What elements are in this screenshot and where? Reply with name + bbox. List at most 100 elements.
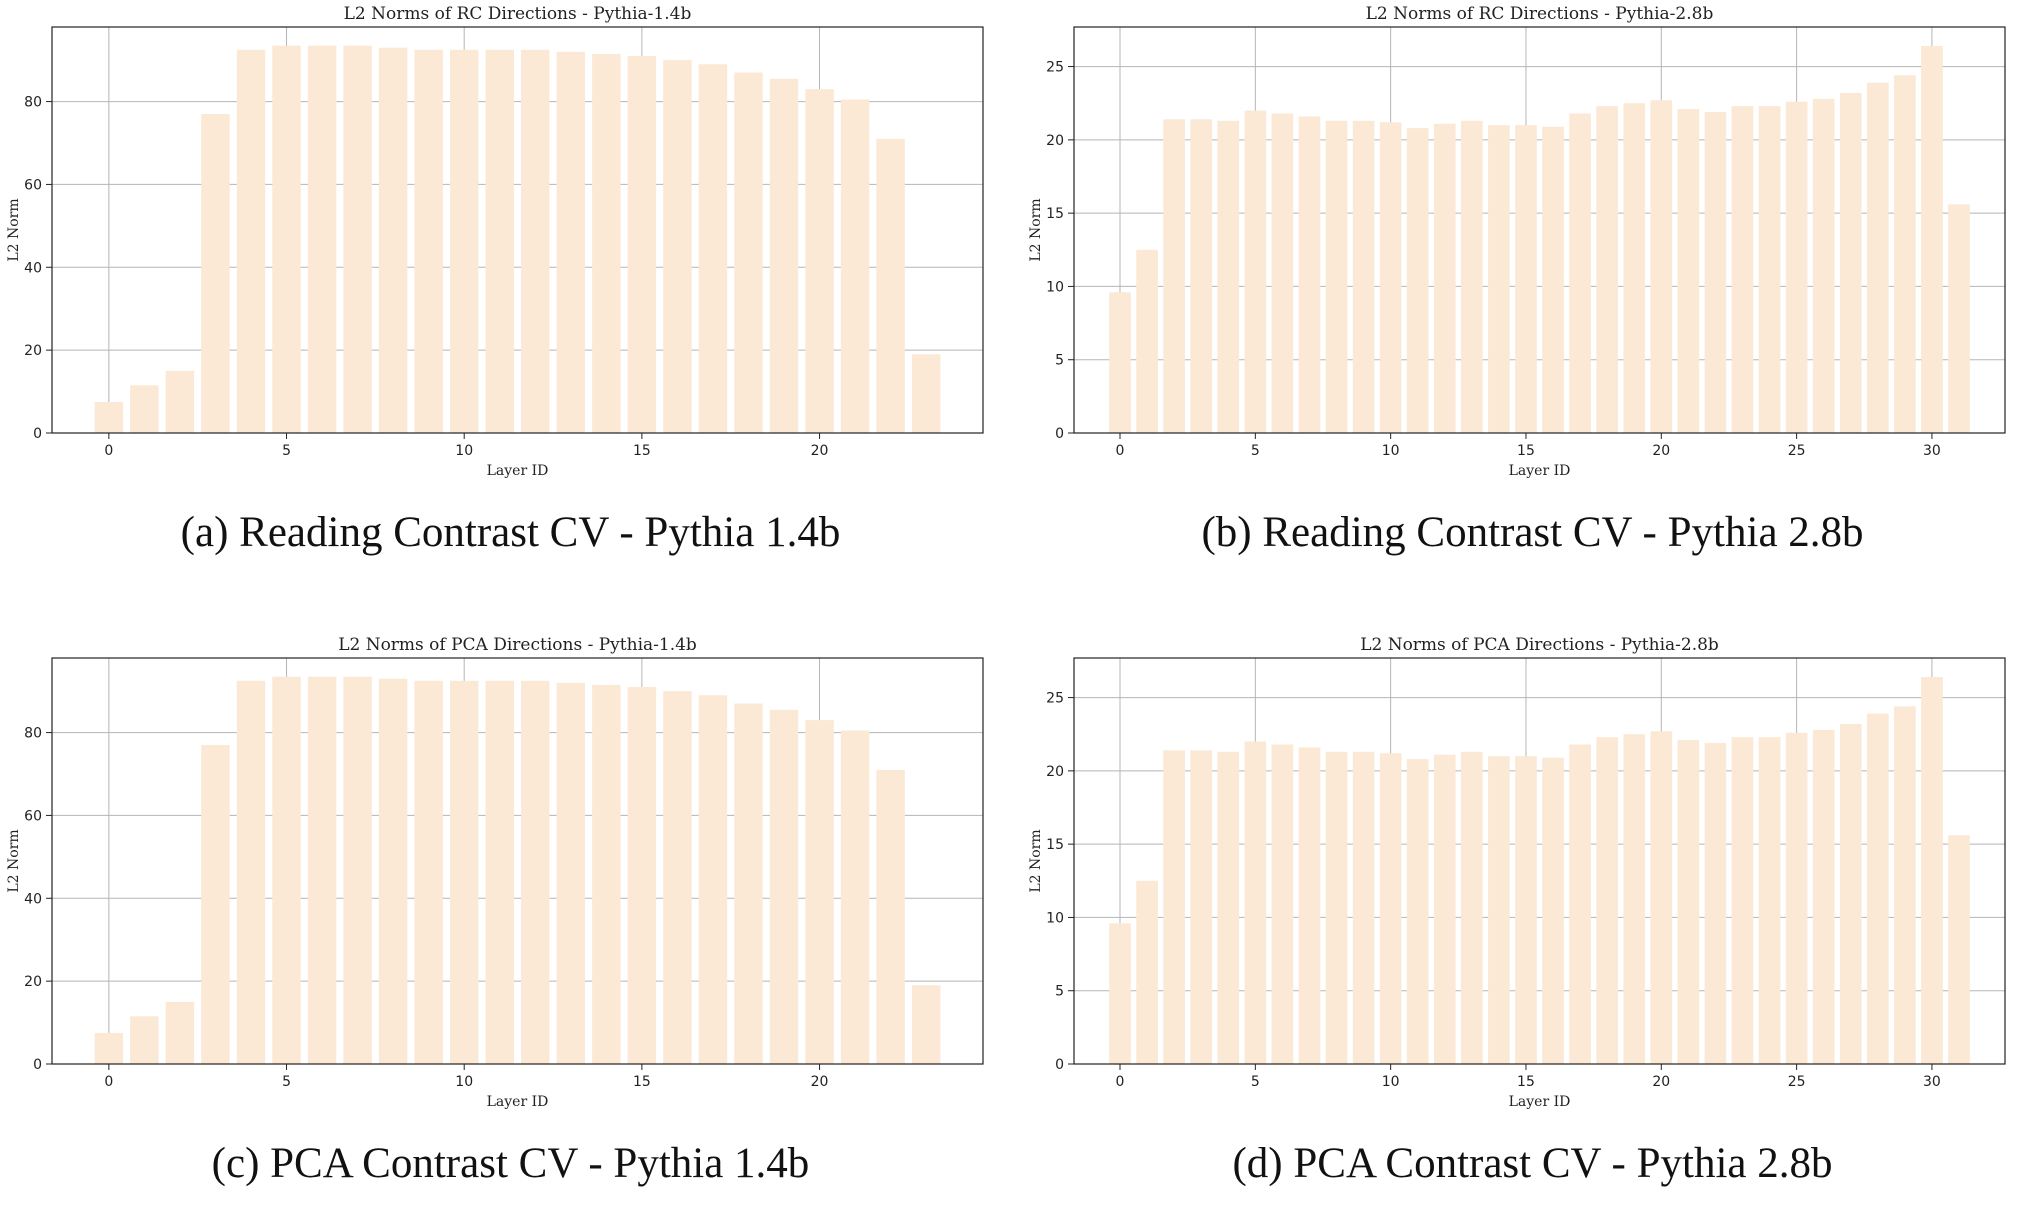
bar (94, 1032, 124, 1064)
bar (1866, 82, 1889, 434)
x-tick-label: 5 (1251, 443, 1260, 459)
bar (201, 114, 230, 433)
bar (1461, 751, 1483, 1064)
bar (698, 64, 728, 434)
panel-d: 0 5 10 15 20 25 30 0 5 10 15 20 25 L2 Norms of PCA Di… (1022, 631, 2043, 1228)
chart-title: L2 Norms of PCA Directions - Pythia-2.8b (1360, 635, 1719, 655)
bar (130, 1016, 159, 1064)
bar (1650, 100, 1673, 433)
bar (734, 72, 763, 434)
y-axis-label: L2 Norm (1028, 829, 1044, 892)
x-tick-label: 20 (811, 1074, 829, 1090)
bar (1785, 732, 1808, 1064)
bar (1542, 757, 1564, 1064)
bar (1921, 46, 1943, 434)
y-tick-label: 25 (1046, 691, 1064, 707)
bar (1542, 126, 1564, 433)
bar (449, 680, 479, 1064)
bar (1298, 116, 1321, 433)
x-tick-label: 30 (1923, 1074, 1941, 1090)
bar (840, 99, 870, 433)
bar (1596, 106, 1618, 434)
bar (1569, 113, 1591, 433)
bar (1109, 292, 1131, 433)
y-tick-label: 0 (33, 1057, 42, 1073)
bar (1433, 123, 1456, 434)
plot-frame (51, 26, 984, 434)
caption-d: (d) PCA Contrast CV - Pythia 2.8b (1232, 1140, 1833, 1187)
bar (1325, 751, 1348, 1064)
bar (94, 401, 124, 433)
y-tick-label: 15 (1046, 206, 1064, 222)
bar (130, 385, 159, 433)
y-tick-label: 20 (1046, 764, 1064, 780)
chart-c: 0 5 10 15 20 0 20 40 60 80 L2 Norms of PCA Directi… (6, 635, 984, 1110)
bar (1217, 120, 1240, 433)
chart-d: 0 5 10 15 20 25 30 0 5 10 15 20 25 L2 Norms of PCA Di… (1028, 635, 2006, 1110)
y-tick-label: 10 (1046, 279, 1064, 295)
bar (592, 53, 621, 434)
caption-b: (b) Reading Contrast CV - Pythia 2.8b (1201, 509, 1864, 556)
bar (1352, 120, 1375, 433)
bar (165, 370, 195, 433)
bar (1839, 723, 1862, 1064)
bar (236, 680, 266, 1064)
bar (201, 745, 230, 1064)
chart-b: 0 5 10 15 20 25 30 0 5 10 15 20 25 L2 Norms of RC Dir… (1028, 4, 2006, 479)
bar (769, 78, 799, 434)
chart-a: 0 5 10 15 20 0 20 40 60 80 L2 Norms of RC Directio… (6, 4, 984, 479)
bar (698, 695, 728, 1064)
bar (1271, 744, 1294, 1064)
bar (272, 45, 301, 434)
y-tick-label: 60 (24, 177, 42, 193)
bar (876, 138, 905, 433)
y-tick-label: 20 (24, 974, 42, 990)
bar (1677, 740, 1700, 1064)
x-tick-label: 15 (633, 443, 651, 459)
y-tick-label: 40 (24, 891, 42, 907)
bar (1406, 759, 1429, 1064)
x-tick-label: 10 (455, 443, 473, 459)
bar (876, 769, 905, 1064)
bar (414, 680, 443, 1064)
bar (272, 676, 301, 1064)
bar (911, 985, 941, 1064)
bar (556, 682, 586, 1064)
bar (378, 678, 408, 1064)
y-axis-label: L2 Norm (6, 198, 22, 261)
bar (1948, 835, 1970, 1064)
y-tick-label: 25 (1046, 60, 1064, 76)
bar (1271, 113, 1294, 433)
bar (1379, 753, 1402, 1064)
bar (1596, 737, 1618, 1064)
y-tick-label: 60 (24, 808, 42, 824)
plot-frame (1073, 26, 2006, 434)
x-axis-label: Layer ID (1509, 463, 1571, 479)
x-tick-label: 15 (633, 1074, 651, 1090)
y-tick-label: 20 (1046, 133, 1064, 149)
bar (1109, 923, 1131, 1064)
x-tick-label: 5 (282, 1074, 291, 1090)
y-tick-label: 15 (1046, 837, 1064, 853)
bar (805, 89, 834, 434)
bar (1136, 249, 1158, 433)
x-tick-label: 0 (1116, 443, 1125, 459)
bar (1298, 747, 1321, 1064)
bar (307, 45, 337, 434)
x-tick-label: 20 (1652, 1074, 1670, 1090)
panel-b: 0 5 10 15 20 25 30 0 5 10 15 20 25 L2 Norms of RC Dir… (1022, 0, 2043, 597)
y-tick-label: 80 (24, 726, 42, 742)
chart-title: L2 Norms of RC Directions - Pythia-2.8b (1366, 4, 1714, 24)
x-tick-label: 20 (811, 443, 829, 459)
bar (1731, 106, 1754, 434)
bar (1190, 750, 1213, 1064)
x-tick-label: 25 (1788, 1074, 1806, 1090)
bar (1406, 128, 1429, 433)
bar (1244, 110, 1267, 433)
bar (521, 680, 550, 1064)
bar (1244, 741, 1267, 1064)
bar (840, 730, 870, 1064)
bar (165, 1001, 195, 1064)
bar (1731, 737, 1754, 1064)
bar (592, 684, 621, 1064)
